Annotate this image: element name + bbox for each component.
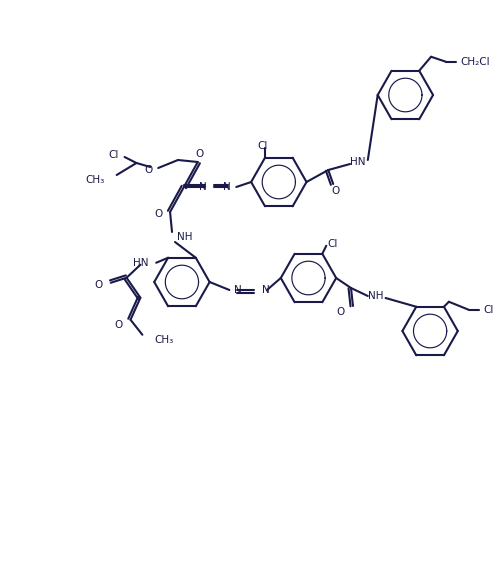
Text: O: O <box>94 280 103 290</box>
Text: HN: HN <box>133 258 148 268</box>
Text: O: O <box>196 149 204 159</box>
Text: Cl: Cl <box>108 150 119 160</box>
Text: N: N <box>199 182 207 192</box>
Text: O: O <box>337 307 345 317</box>
Text: CH₃: CH₃ <box>85 175 105 185</box>
Text: N: N <box>223 182 231 192</box>
Text: Cl: Cl <box>484 305 494 315</box>
Text: O: O <box>331 186 339 196</box>
Text: O: O <box>114 320 123 330</box>
Text: N: N <box>262 285 270 295</box>
Text: HN: HN <box>350 157 366 167</box>
Text: NH: NH <box>177 232 192 242</box>
Text: CH₃: CH₃ <box>154 334 173 345</box>
Text: O: O <box>144 165 152 175</box>
Text: Cl: Cl <box>327 239 337 249</box>
Text: NH: NH <box>368 291 384 301</box>
Text: O: O <box>154 209 162 219</box>
Text: N: N <box>234 285 242 295</box>
Text: CH₂Cl: CH₂Cl <box>461 56 491 67</box>
Text: Cl: Cl <box>258 141 268 151</box>
